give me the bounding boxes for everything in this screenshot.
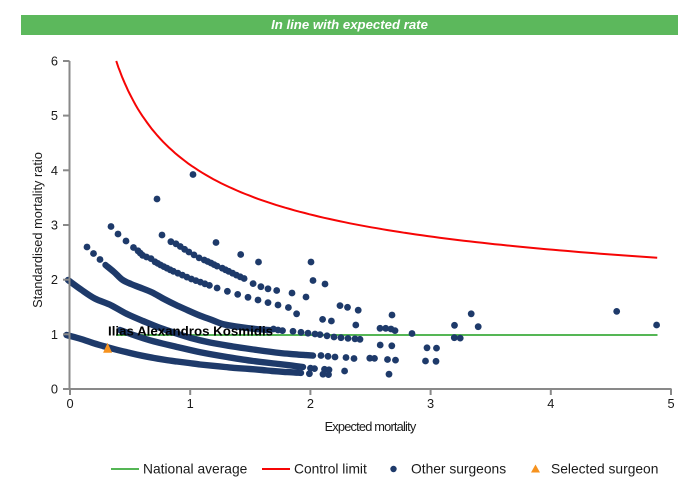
svg-text:Other surgeons: Other surgeons xyxy=(411,462,506,477)
svg-text:3: 3 xyxy=(51,218,58,233)
svg-text:Selected surgeon: Selected surgeon xyxy=(551,462,658,477)
svg-text:Ilias Alexandros Kosmidis: Ilias Alexandros Kosmidis xyxy=(108,324,273,339)
svg-text:1: 1 xyxy=(187,396,194,411)
svg-text:3: 3 xyxy=(427,396,434,411)
svg-text:0: 0 xyxy=(51,382,58,397)
svg-text:Control limit: Control limit xyxy=(294,462,367,477)
svg-text:5: 5 xyxy=(667,396,674,411)
svg-text:Standardised mortality ratio: Standardised mortality ratio xyxy=(30,152,45,308)
svg-text:4: 4 xyxy=(547,396,554,411)
svg-text:5: 5 xyxy=(51,108,58,123)
svg-text:2: 2 xyxy=(307,396,314,411)
svg-text:6: 6 xyxy=(51,54,58,69)
svg-text:4: 4 xyxy=(51,163,58,178)
svg-text:National average: National average xyxy=(143,462,248,477)
svg-text:0: 0 xyxy=(66,396,73,411)
svg-text:1: 1 xyxy=(51,327,58,342)
svg-text:Expected mortality: Expected mortality xyxy=(325,419,417,434)
svg-text:2: 2 xyxy=(51,272,58,287)
